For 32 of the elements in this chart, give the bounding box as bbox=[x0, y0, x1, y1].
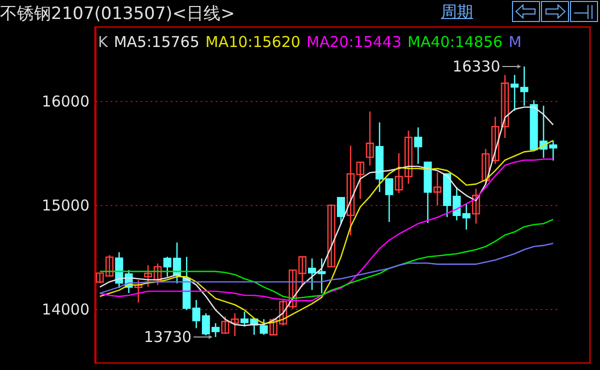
candlestick bbox=[134, 279, 142, 304]
text: MA10:15620 bbox=[205, 33, 300, 51]
line-series bbox=[99, 158, 554, 302]
chart-title: 不锈钢2107(013507)<日线> bbox=[0, 3, 235, 25]
candlestick bbox=[482, 148, 490, 184]
candlestick bbox=[327, 204, 336, 268]
candlestick bbox=[366, 110, 374, 166]
candlestick bbox=[385, 178, 394, 223]
y-tick-label: 14000 bbox=[42, 300, 90, 318]
candlestick bbox=[472, 188, 480, 224]
text: MA5:15765 bbox=[114, 33, 200, 51]
candlestick bbox=[414, 126, 422, 165]
text: 周期 bbox=[441, 2, 473, 23]
text: MA40:14856 bbox=[408, 33, 503, 51]
candlestick bbox=[221, 316, 230, 334]
text: MA20:15443 bbox=[306, 33, 402, 51]
annotation: 16330 bbox=[452, 58, 500, 76]
annotation: 13730 bbox=[144, 328, 192, 346]
candlestick bbox=[308, 258, 316, 291]
candlestick bbox=[260, 318, 268, 336]
line-series bbox=[99, 140, 554, 324]
candlestick bbox=[433, 172, 442, 206]
line-series bbox=[99, 242, 554, 294]
y-tick-label: 15000 bbox=[42, 196, 90, 214]
candlestick bbox=[230, 312, 239, 337]
text: M bbox=[508, 33, 522, 51]
candlestick bbox=[462, 203, 470, 230]
y-tick-label: 16000 bbox=[42, 92, 90, 110]
line-series bbox=[99, 218, 554, 300]
candlestick bbox=[336, 197, 345, 225]
candlestick bbox=[318, 258, 326, 294]
annotation: K bbox=[98, 33, 108, 51]
